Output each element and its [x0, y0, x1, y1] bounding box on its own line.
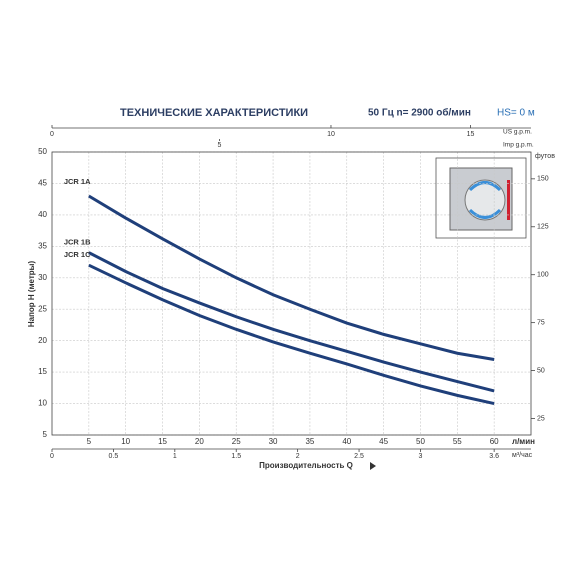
x3-tick-label: 10: [327, 131, 335, 138]
x2-tick-label: 3: [419, 453, 423, 460]
curve: [88, 251, 495, 393]
y2-tick-label: 100: [537, 272, 549, 279]
y2-tick-label: 50: [537, 367, 545, 374]
x2-tick-label: 0.5: [109, 453, 119, 460]
x-tick-label: 10: [121, 437, 130, 446]
arrow: [370, 462, 376, 470]
x-tick-label: 5: [87, 437, 92, 446]
y-tick-label: 50: [38, 147, 47, 156]
x4-tick-label: 5: [218, 142, 222, 149]
series-label: JCR 1A: [64, 177, 91, 186]
chart-subtitle: 50 Гц n= 2900 об/мин: [368, 107, 471, 119]
plot-frame: [51, 151, 532, 436]
y-tick-label: 15: [38, 367, 47, 376]
y2-tick-label: 150: [537, 176, 549, 183]
chart-title: ТЕХНИЧЕСКИЕ ХАРАКТЕРИСТИКИ: [120, 107, 308, 119]
x-tick-label: 55: [453, 437, 462, 446]
x-tick-label: 60: [490, 437, 499, 446]
y-tick-label: 20: [38, 336, 47, 345]
y2-tick-label: 75: [537, 319, 545, 326]
y-axis-title: Напор H (метры): [27, 261, 36, 328]
x4-unit: Imp g.p.m.: [503, 142, 534, 149]
curve: [88, 194, 495, 362]
x2-tick-label: 2.5: [354, 453, 364, 460]
x2-tick-label: 2: [296, 453, 300, 460]
series-label: JCR 1B: [64, 238, 91, 247]
y-tick-label: 40: [38, 210, 47, 219]
annotation: HS= 0 м: [497, 108, 535, 119]
x2-unit: м³/час: [512, 452, 533, 459]
x-tick-label: 35: [305, 437, 314, 446]
x-tick-label: 50: [416, 437, 425, 446]
x2-tick-label: 1: [173, 453, 177, 460]
x3-unit: US g.p.m.: [503, 129, 532, 136]
x-tick-label: 40: [342, 437, 351, 446]
x-tick-label: 15: [158, 437, 167, 446]
y-tick-label: 25: [38, 304, 47, 313]
y2-tick-label: 125: [537, 224, 549, 231]
pump-icon: [435, 157, 527, 239]
x2-tick-label: 3.6: [489, 453, 499, 460]
x-unit: л/мин: [512, 437, 535, 446]
y2-unit: футов: [535, 153, 555, 160]
y-tick-label: 45: [38, 179, 47, 188]
y-tick-label: 30: [38, 273, 47, 282]
x-axis-title: Производительность Q: [259, 461, 353, 470]
x2-tick-label: 1.5: [231, 453, 241, 460]
series-label: JCR 1C: [64, 250, 91, 259]
y-tick-label: 5: [43, 430, 48, 439]
curve: [88, 263, 495, 406]
x-tick-label: 30: [269, 437, 278, 446]
x3-tick-label: 0: [50, 131, 54, 138]
x-tick-label: 25: [232, 437, 241, 446]
x-tick-label: 20: [195, 437, 204, 446]
y-tick-label: 10: [38, 399, 47, 408]
x-tick-label: 45: [379, 437, 388, 446]
y2-tick-label: 25: [537, 415, 545, 422]
x2-tick-label: 0: [50, 453, 54, 460]
x3-tick-label: 15: [467, 131, 475, 138]
y-tick-label: 35: [38, 241, 47, 250]
